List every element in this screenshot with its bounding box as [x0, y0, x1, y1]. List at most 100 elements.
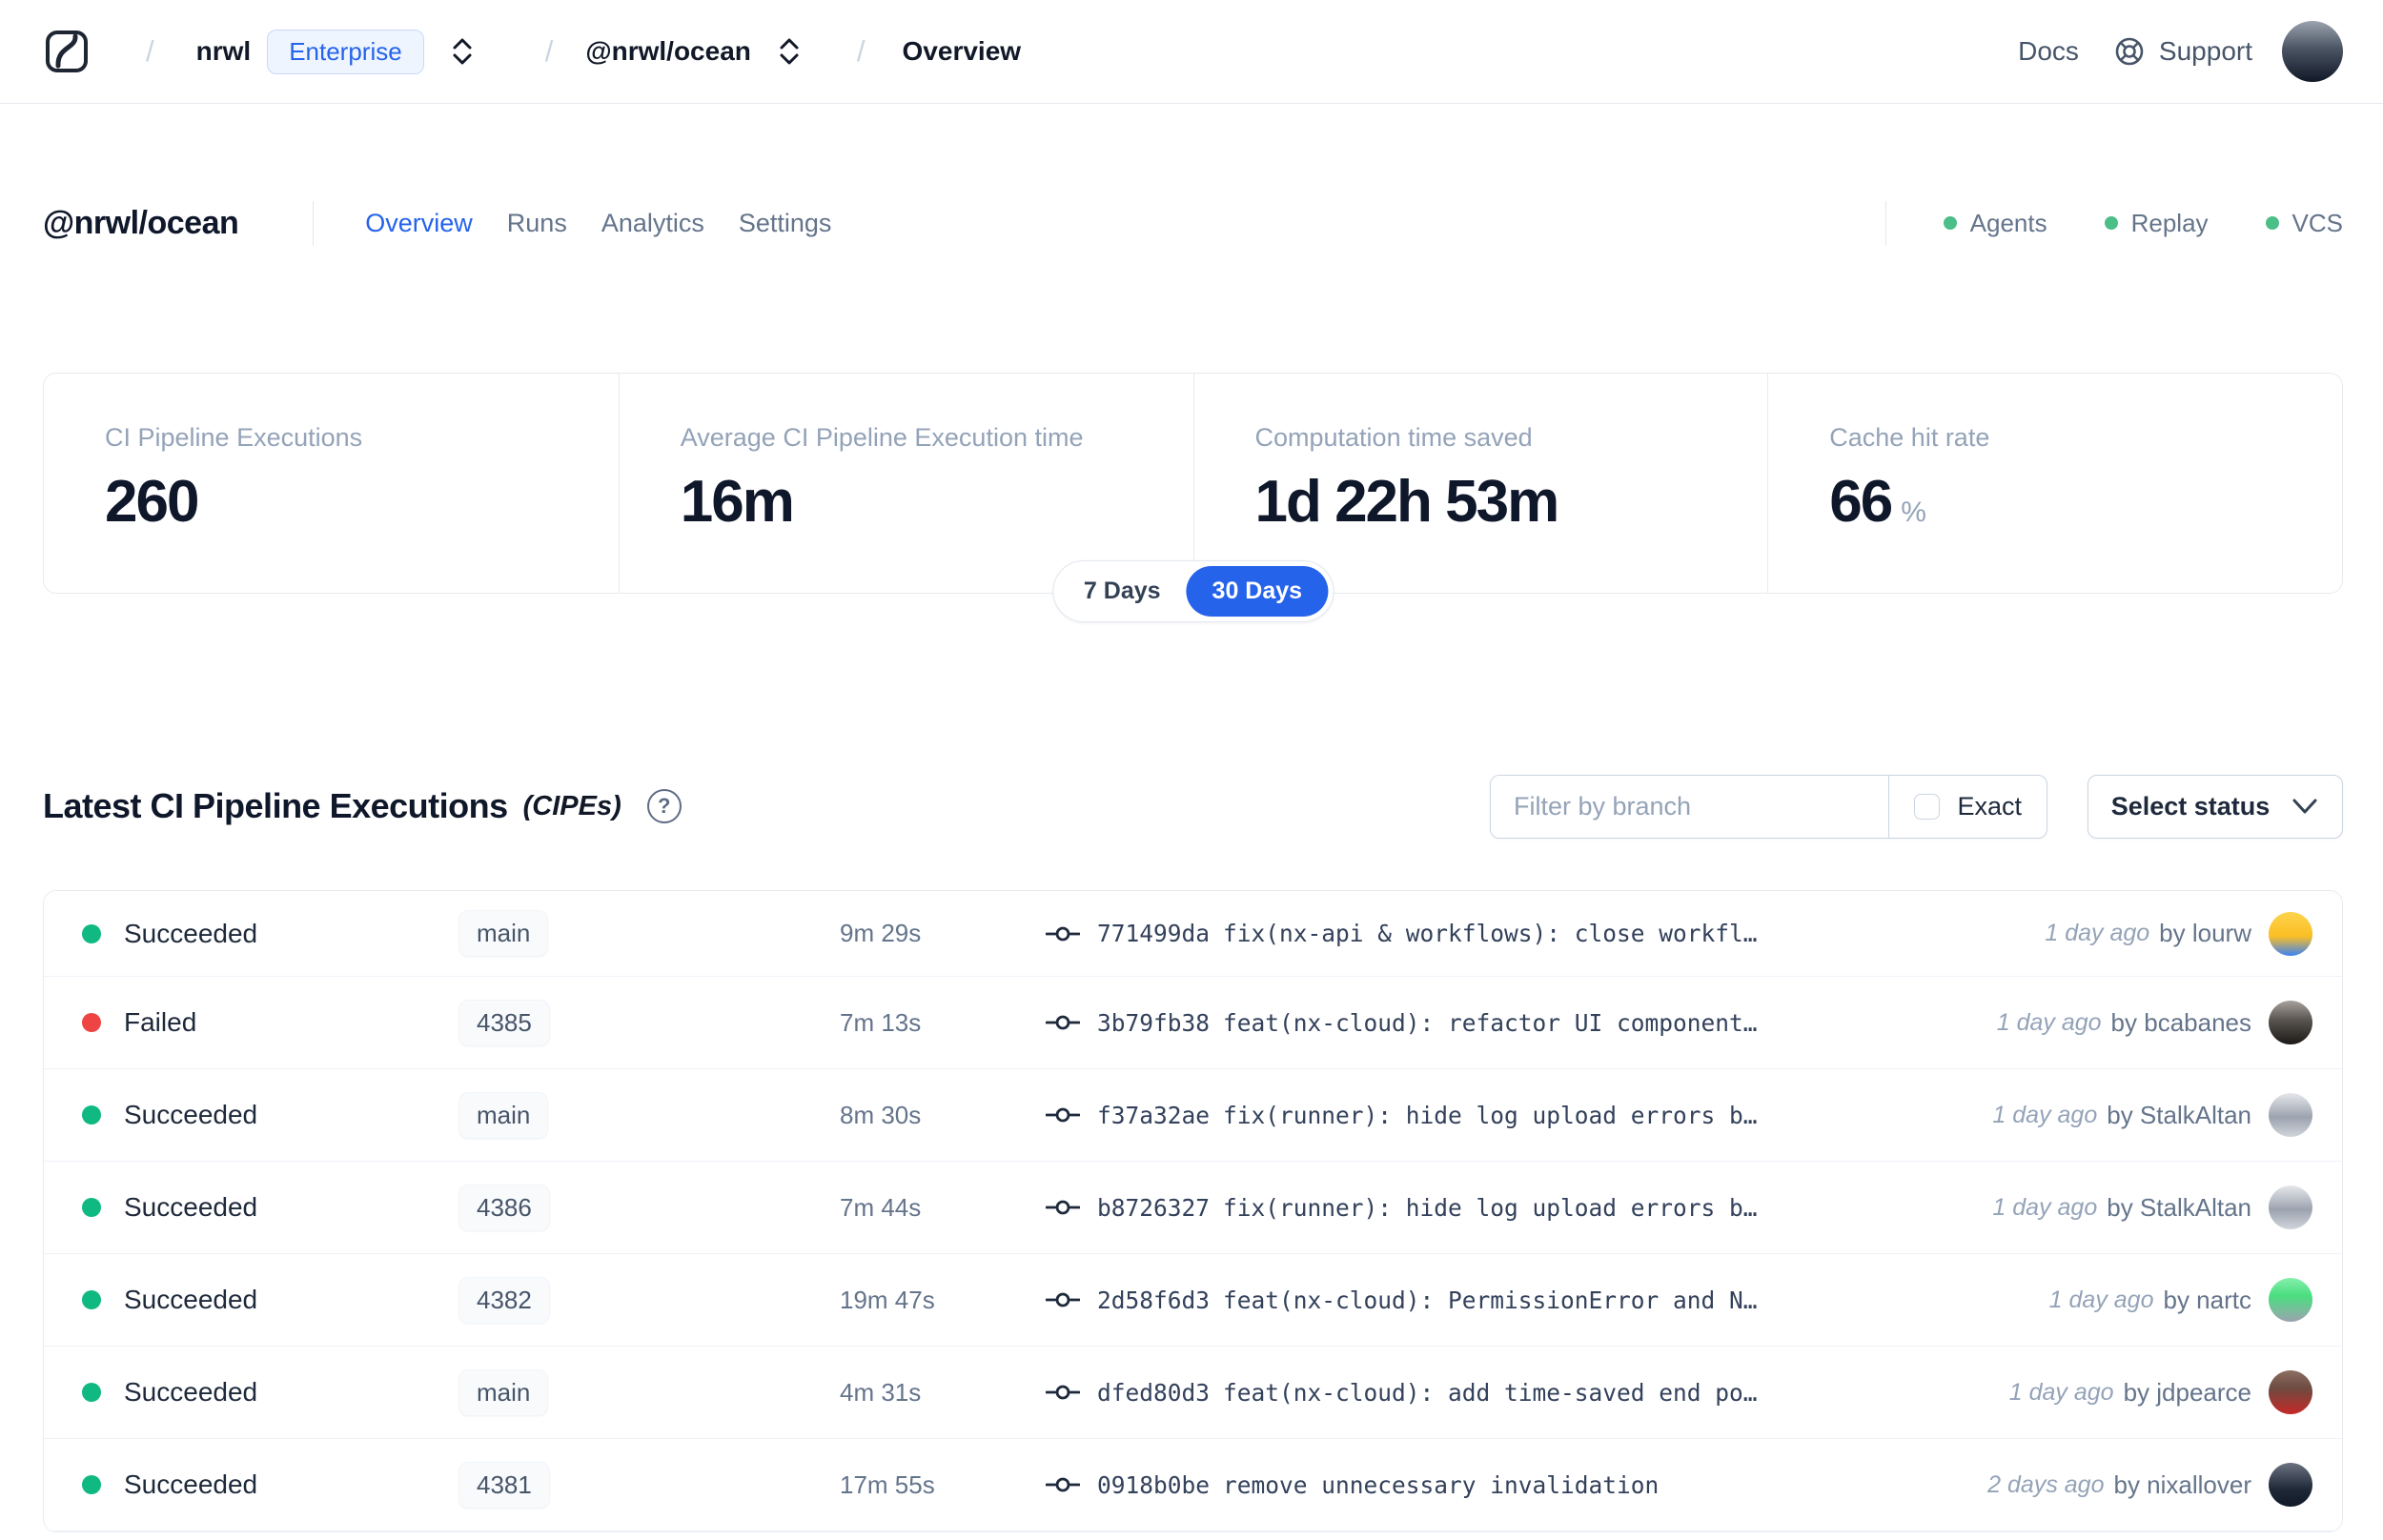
- table-row[interactable]: Succeeded 4382 19m 47s 2d58f6d3 feat(nx-c…: [44, 1254, 2342, 1347]
- filter-controls: Exact Select status: [1490, 774, 2343, 839]
- commit-cell: dfed80d3 feat(nx-cloud): add time-saved e…: [1046, 1379, 1986, 1407]
- status-dot-icon: [82, 923, 101, 943]
- status-dot-icon: [82, 1290, 101, 1309]
- author-avatar: [2269, 1463, 2312, 1507]
- time-ago: 2 days ago: [1987, 1470, 2105, 1498]
- commit-message: fix(nx-api & workflows): close workfl…: [1223, 920, 1758, 947]
- branch-badge: main: [458, 910, 549, 957]
- author-name: by bcabanes: [2110, 1007, 2251, 1037]
- status-cell: Succeeded: [82, 1285, 458, 1315]
- breadcrumb-org[interactable]: nrwl: [195, 36, 252, 66]
- exact-checkbox[interactable]: [1914, 793, 1941, 820]
- commit-hash: 0918b0be: [1097, 1470, 1211, 1499]
- status-dot-icon: [82, 1198, 101, 1217]
- stats-cards: CI Pipeline Executions 260 Average CI Pi…: [43, 373, 2343, 622]
- org-plan-badge[interactable]: Enterprise: [267, 29, 424, 74]
- org-switcher-icon[interactable]: [450, 35, 475, 68]
- commit-cell: b8726327 fix(runner): hide log upload err…: [1046, 1194, 1969, 1222]
- exact-match-option: Exact: [1888, 775, 2047, 838]
- service-replay[interactable]: Replay: [2104, 209, 2209, 238]
- exact-label[interactable]: Exact: [1957, 791, 2022, 821]
- section-title-suffix: (CIPEs): [522, 790, 621, 821]
- stat-ci-pipeline-executions: CI Pipeline Executions 260: [105, 423, 363, 535]
- commit-hash: 771499da: [1097, 920, 1211, 947]
- workspace-switcher-icon[interactable]: [777, 35, 802, 68]
- author-avatar: [2269, 911, 2312, 956]
- support-link[interactable]: Support: [2158, 36, 2252, 66]
- status-cell: Failed: [82, 1007, 458, 1038]
- branch-badge: main: [458, 1368, 549, 1416]
- author-name: by nixallover: [2113, 1469, 2251, 1499]
- branch-cell: 4385: [458, 999, 640, 1046]
- breadcrumb-workspace[interactable]: @nrwl/ocean: [585, 36, 751, 66]
- service-vcs[interactable]: VCS: [2265, 209, 2343, 238]
- status-dot-icon: [1943, 216, 1957, 230]
- range-30-days[interactable]: 30 Days: [1186, 566, 1329, 617]
- percent-suffix: %: [1901, 496, 1926, 528]
- time-ago: 1 day ago: [1992, 1193, 2098, 1221]
- table-row[interactable]: Succeeded main 9m 29s 771499da fix(nx-api…: [44, 891, 2342, 977]
- table-row[interactable]: Succeeded main 4m 31s dfed80d3 feat(nx-cl…: [44, 1347, 2342, 1439]
- status-dot-icon: [2265, 216, 2279, 230]
- table-row[interactable]: Succeeded 4386 7m 44s b8726327 fix(runner…: [44, 1162, 2342, 1254]
- git-commit-icon: [1046, 1107, 1080, 1123]
- commit-cell: 771499da fix(nx-api & workflows): close w…: [1046, 920, 2022, 947]
- docs-link[interactable]: Docs: [2018, 36, 2079, 66]
- status-label: Succeeded: [124, 1100, 258, 1129]
- branch-filter-group: Exact: [1490, 774, 2047, 839]
- duration-cell: 7m 13s: [840, 1007, 922, 1037]
- user-avatar[interactable]: [2282, 21, 2343, 82]
- help-icon[interactable]: ?: [646, 789, 682, 823]
- range-7-days[interactable]: 7 Days: [1083, 578, 1161, 604]
- duration-cell: 19m 47s: [840, 1285, 935, 1314]
- status-select-button[interactable]: Select status: [2088, 774, 2343, 839]
- author-cell: 2 days ago by nixallover: [1987, 1463, 2312, 1507]
- status-label: Succeeded: [124, 1192, 258, 1222]
- service-status-group: Agents Replay VCS: [1884, 200, 2343, 246]
- table-row[interactable]: Succeeded main 8m 30s f37a32ae fix(runner…: [44, 1069, 2342, 1162]
- stat-cache-hit-rate: Cache hit rate 66%: [1767, 374, 2342, 593]
- branch-cell: 4381: [458, 1461, 640, 1509]
- chevron-down-icon: [2292, 799, 2317, 814]
- stat-computation-time-saved: Computation time saved 1d 22h 53m: [1192, 374, 1768, 593]
- author-avatar: [2269, 1278, 2312, 1322]
- table-row[interactable]: Failed 4385 7m 13s 3b79fb38 feat(nx-cloud…: [44, 977, 2342, 1069]
- divider: [1884, 200, 1886, 246]
- commit-hash: dfed80d3: [1097, 1378, 1211, 1407]
- author-cell: 1 day ago by jdpearce: [2009, 1370, 2312, 1414]
- breadcrumb-separator: /: [146, 34, 154, 68]
- cipe-table: Succeeded main 9m 29s 771499da fix(nx-api…: [43, 890, 2343, 1532]
- branch-filter-input[interactable]: [1491, 775, 1889, 838]
- tab-analytics[interactable]: Analytics: [601, 208, 704, 237]
- workspace-title: @nrwl/ocean: [43, 204, 239, 241]
- status-label: Failed: [124, 1007, 197, 1037]
- status-cell: Succeeded: [82, 919, 458, 949]
- git-commit-icon: [1046, 1477, 1080, 1492]
- author-avatar: [2269, 1370, 2312, 1414]
- commit-text: 771499da fix(nx-api & workflows): close w…: [1097, 920, 1758, 947]
- status-dot-icon: [82, 1475, 101, 1494]
- table-row[interactable]: Succeeded 4381 17m 55s 0918b0be remove un…: [44, 1439, 2342, 1531]
- branch-cell: 4386: [458, 1184, 640, 1231]
- status-label: Succeeded: [124, 1377, 258, 1407]
- nx-cloud-logo[interactable]: [45, 30, 89, 73]
- commit-text: 3b79fb38 feat(nx-cloud): refactor UI comp…: [1097, 1009, 1758, 1037]
- commit-text: b8726327 fix(runner): hide log upload err…: [1097, 1194, 1758, 1222]
- commit-cell: 0918b0be remove unnecessary invalidation: [1046, 1471, 1965, 1499]
- commit-message: feat(nx-cloud): add time-saved end po…: [1223, 1378, 1758, 1407]
- commit-message: feat(nx-cloud): PermissionError and N…: [1223, 1286, 1758, 1314]
- service-agents[interactable]: Agents: [1943, 209, 2047, 238]
- tab-runs[interactable]: Runs: [506, 208, 567, 237]
- workspace-header: @nrwl/ocean Overview Runs Analytics Sett…: [43, 186, 2343, 260]
- time-ago: 1 day ago: [1992, 1101, 2098, 1128]
- commit-hash: 2d58f6d3: [1097, 1286, 1211, 1314]
- duration-cell: 9m 29s: [840, 919, 922, 947]
- support-lifebuoy-icon[interactable]: [2113, 35, 2146, 68]
- stat-average-execution-time: Average CI Pipeline Execution time 16m: [618, 374, 1193, 593]
- tab-overview[interactable]: Overview: [365, 208, 473, 237]
- status-dot-icon: [2104, 216, 2118, 230]
- commit-hash: 3b79fb38: [1097, 1008, 1211, 1037]
- time-ago: 1 day ago: [2048, 1286, 2154, 1313]
- commit-cell: 3b79fb38 feat(nx-cloud): refactor UI comp…: [1046, 1009, 1974, 1037]
- tab-settings[interactable]: Settings: [738, 208, 832, 237]
